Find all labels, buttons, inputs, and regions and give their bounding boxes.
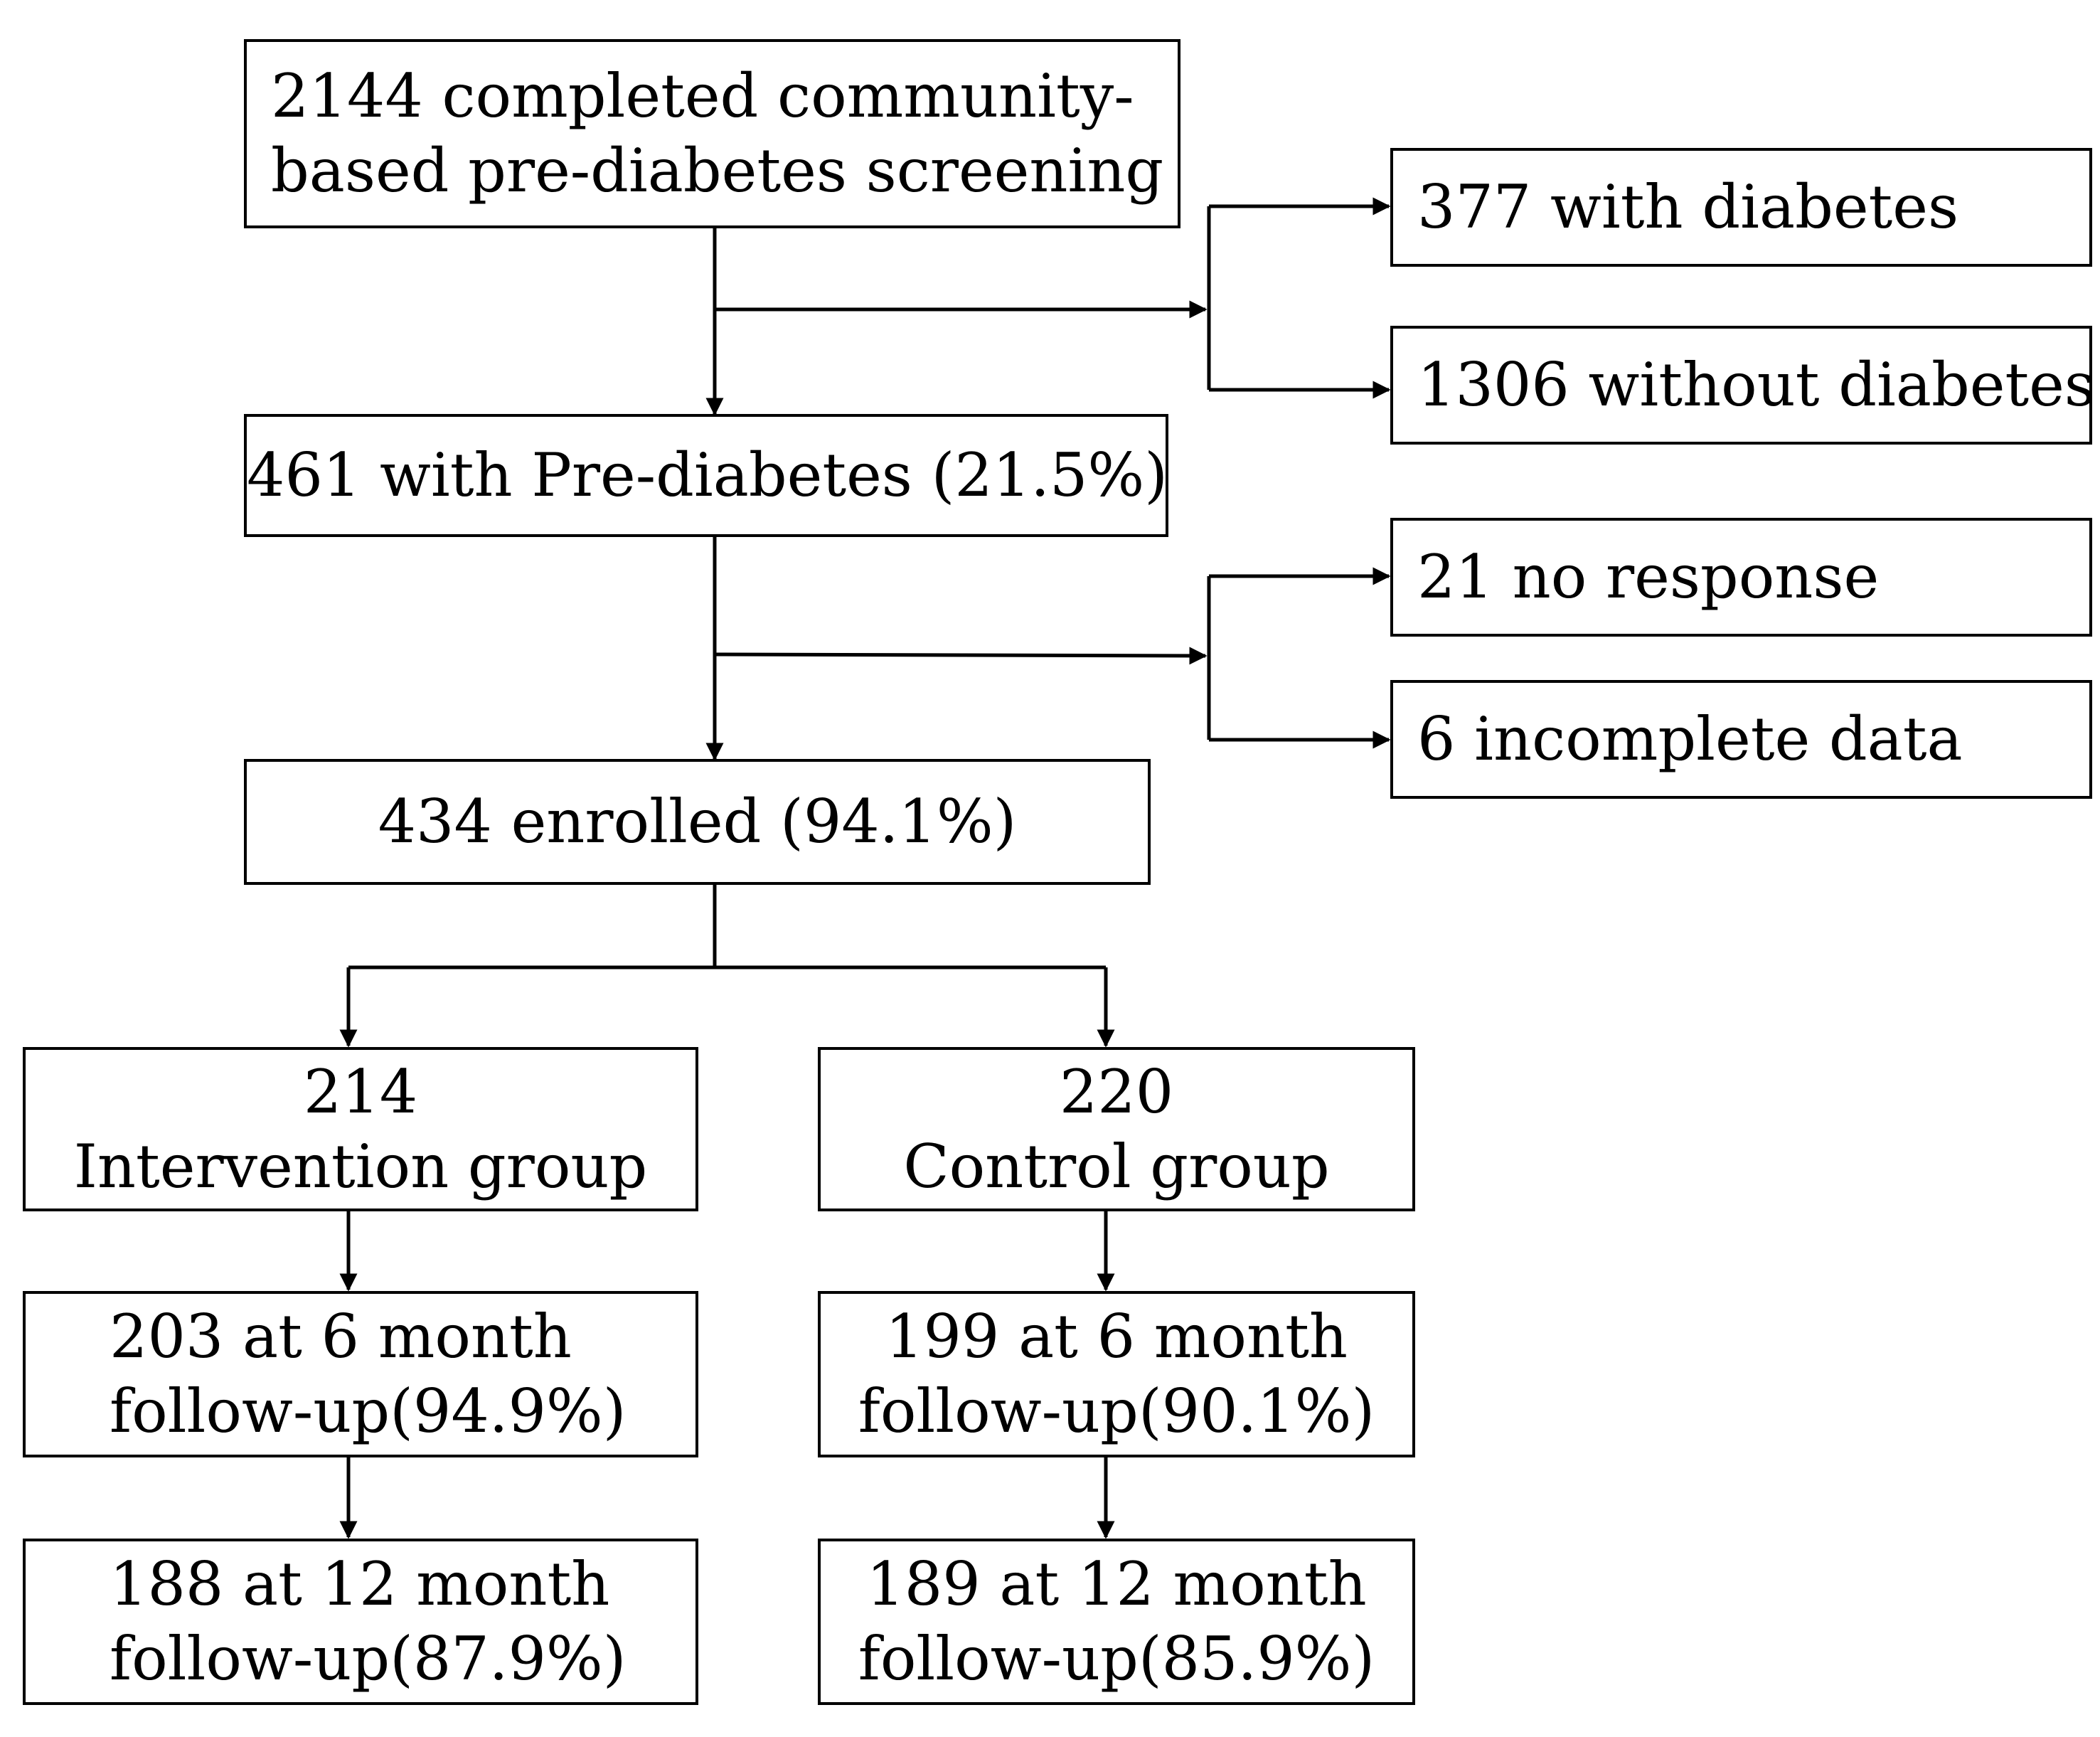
incomplete-data-box: 6 incomplete data (1390, 680, 2092, 799)
incomplete-data-label: 6 incomplete data (1417, 704, 1963, 774)
intervention-12m-box: 188 at 12 month follow-up(87.9%) (23, 1539, 698, 1705)
screening-box: 2144 completed community- based pre-diab… (244, 39, 1180, 228)
without-diabetes-label: 1306 without diabetes (1417, 350, 2095, 420)
intervention-12m-line1: 188 at 12 month (110, 1549, 610, 1619)
intervention-count: 214 (303, 1056, 418, 1127)
without-diabetes-box: 1306 without diabetes (1390, 326, 2095, 445)
intervention-label: Intervention group (73, 1131, 648, 1201)
intervention-6m-line1: 203 at 6 month (110, 1302, 572, 1371)
intervention-group-box: 214 Intervention group (23, 1047, 698, 1211)
control-12m-line2: follow-up(85.9%) (858, 1624, 1375, 1694)
control-6m-box: 199 at 6 month follow-up(90.1%) (818, 1291, 1415, 1457)
control-6m-line2: follow-up(90.1%) (858, 1376, 1375, 1446)
prediabetes-box: 461 with Pre-diabetes (21.5%) (244, 414, 1168, 537)
intervention-6m-box: 203 at 6 month follow-up(94.9%) (23, 1291, 698, 1457)
prediabetes-label: 461 with Pre-diabetes (21.5%) (247, 440, 1168, 510)
with-diabetes-label: 377 with diabetes (1417, 172, 1959, 242)
with-diabetes-box: 377 with diabetes (1390, 148, 2092, 267)
enrolled-box: 434 enrolled (94.1%) (244, 759, 1151, 885)
control-12m-box: 189 at 12 month follow-up(85.9%) (818, 1539, 1415, 1705)
no-response-label: 21 no response (1417, 542, 1880, 612)
screening-line2: based pre-diabetes screening (271, 136, 1164, 206)
screening-line1: 2144 completed community- (271, 61, 1134, 131)
no-response-box: 21 no response (1390, 518, 2092, 637)
intervention-6m-line2: follow-up(94.9%) (110, 1376, 627, 1446)
control-label: Control group (903, 1131, 1330, 1201)
control-6m-line1: 199 at 6 month (885, 1302, 1348, 1371)
control-group-box: 220 Control group (818, 1047, 1415, 1211)
arrow-prediabetes-to-exclusions (714, 647, 1208, 665)
intervention-12m-line2: follow-up(87.9%) (110, 1624, 627, 1694)
enrolled-label: 434 enrolled (94.1%) (378, 787, 1017, 856)
control-12m-line1: 189 at 12 month (866, 1549, 1367, 1619)
control-count: 220 (1059, 1056, 1174, 1127)
